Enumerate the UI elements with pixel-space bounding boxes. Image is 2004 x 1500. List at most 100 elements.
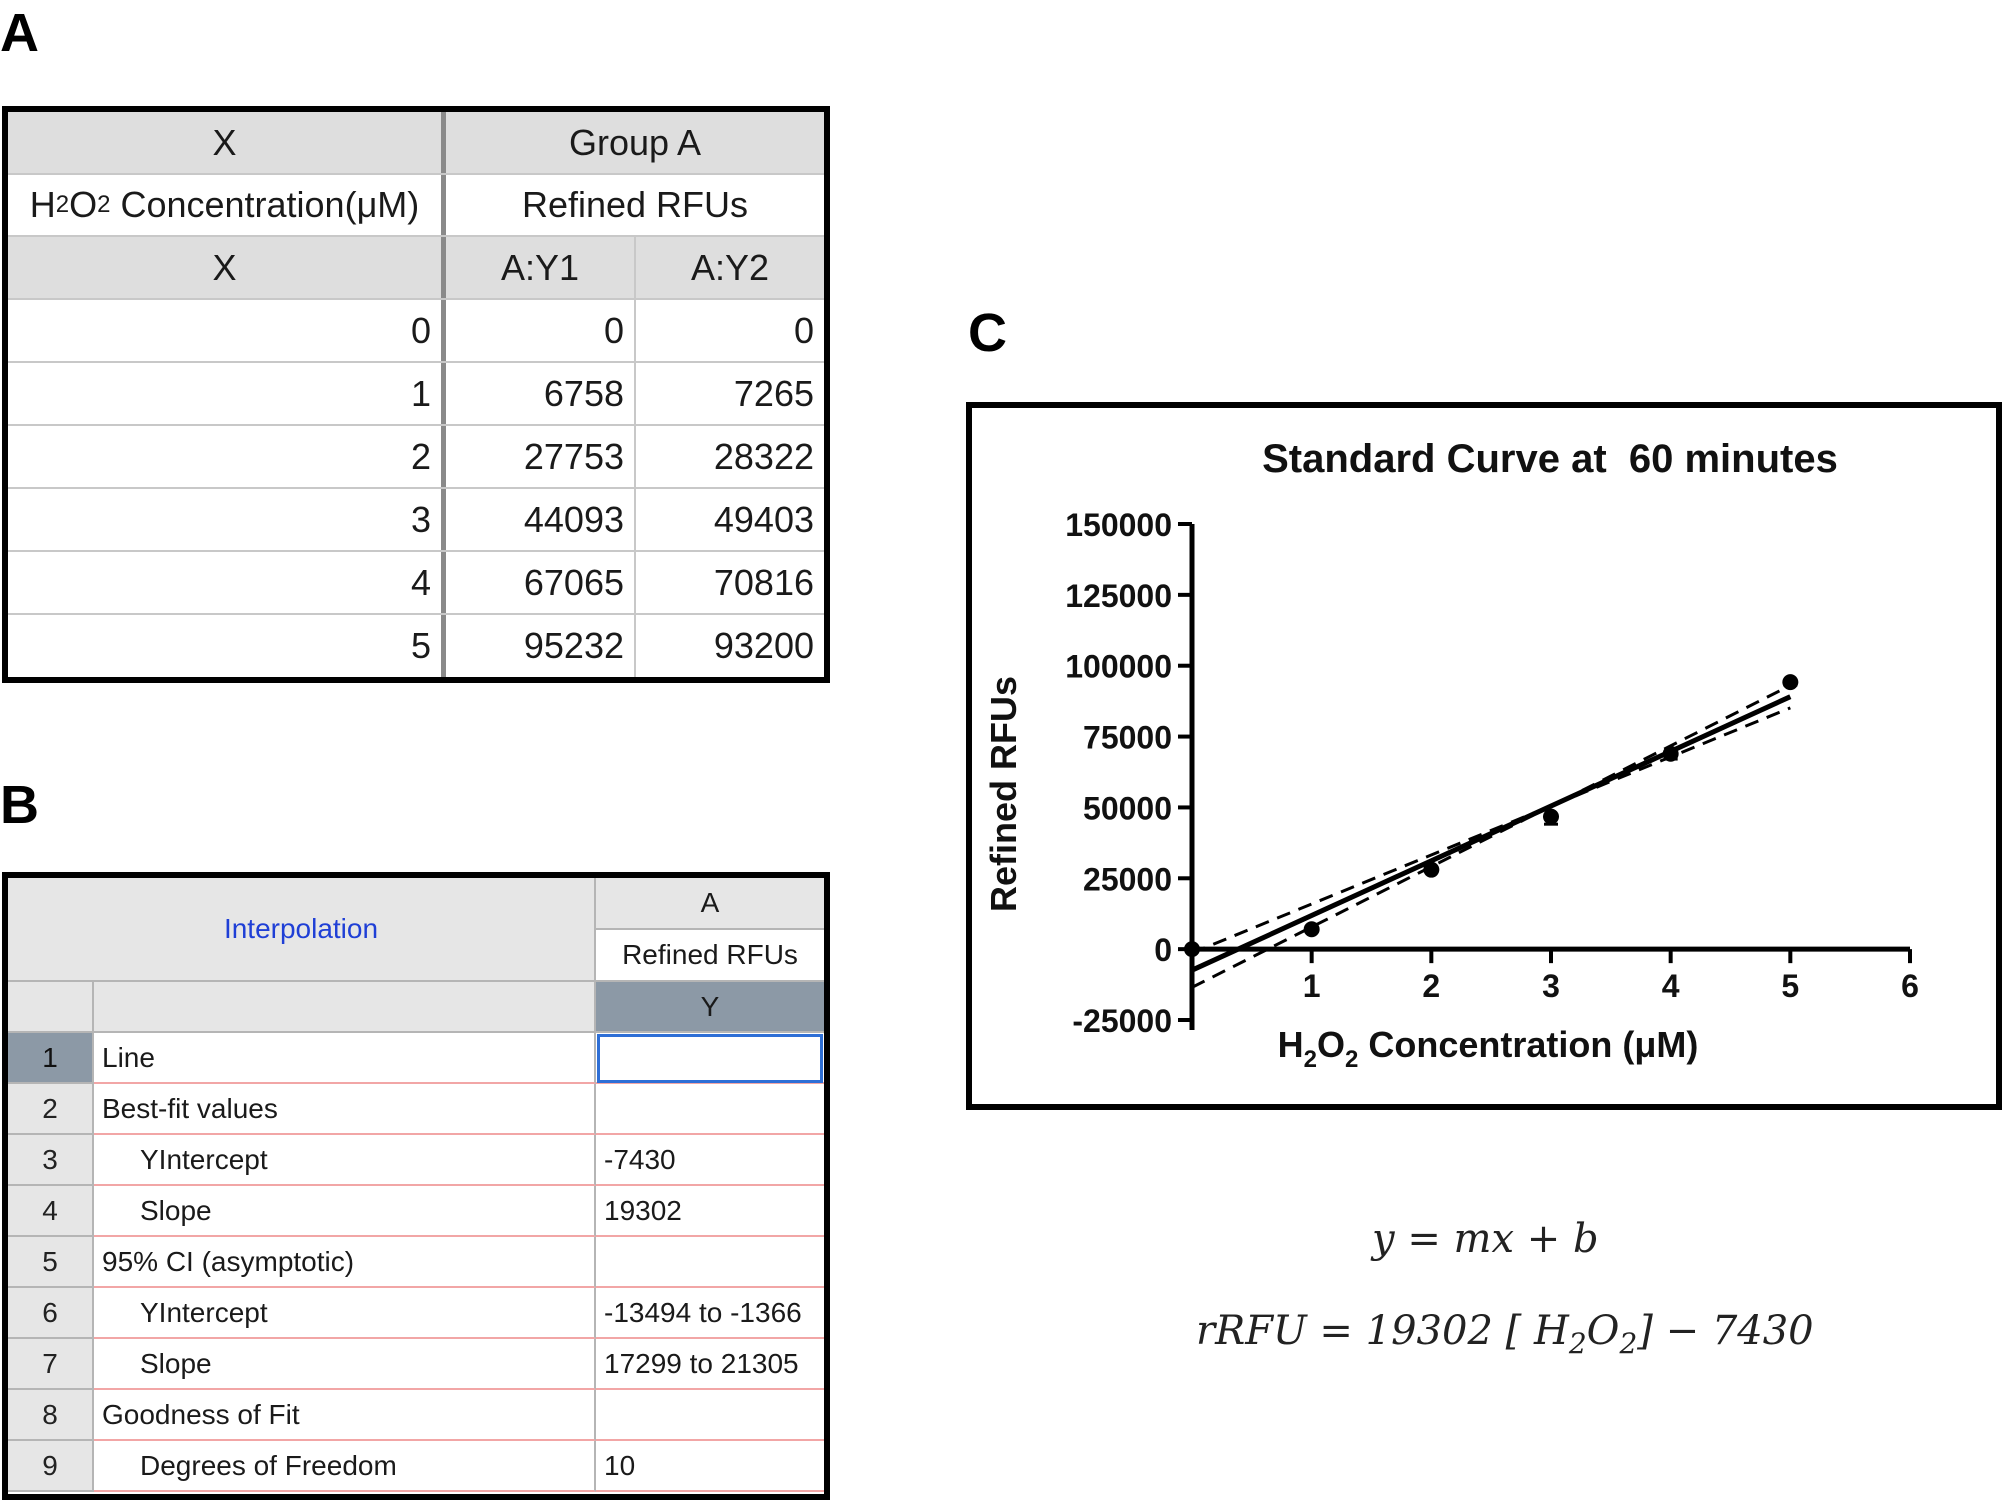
table-a-colhead-row: X A:Y1 A:Y2 xyxy=(8,237,824,300)
row-value[interactable] xyxy=(596,1084,824,1135)
title-sub-2a: 2 xyxy=(55,191,70,218)
x-tick-label: 6 xyxy=(1901,968,1919,1004)
row-number[interactable]: 2 xyxy=(8,1084,94,1135)
cell-y1[interactable]: 0 xyxy=(446,300,636,361)
title-h: H xyxy=(29,184,56,225)
xlabel-sub-2b: 2 xyxy=(1345,1046,1358,1073)
eq-prefix: rRFU = 19302 [ xyxy=(1196,1308,1522,1354)
cell-x[interactable]: 3 xyxy=(8,489,446,550)
data-point xyxy=(1184,941,1200,958)
cell-y2[interactable]: 28322 xyxy=(636,426,824,487)
cell-x[interactable]: 5 xyxy=(8,615,446,677)
cell-x[interactable]: 1 xyxy=(8,363,446,424)
row-value[interactable]: 17299 to 21305 xyxy=(596,1339,824,1390)
panel-label-a: A xyxy=(0,3,39,63)
row-label: Slope xyxy=(94,1339,596,1390)
row-value-input[interactable] xyxy=(596,1033,824,1084)
eq-h: H xyxy=(1533,1308,1569,1354)
col-header-y1[interactable]: A:Y1 xyxy=(446,237,636,298)
table-row: 0 0 0 xyxy=(8,300,824,363)
row-value[interactable] xyxy=(596,1390,824,1441)
interpolation-table: Interpolation A Refined RFUs Y 1 Line 2 … xyxy=(2,872,830,1500)
col-a-letter[interactable]: A xyxy=(596,878,824,930)
row-number[interactable]: 3 xyxy=(8,1135,94,1186)
general-equation: y = mx + b xyxy=(1372,1216,1599,1262)
row-number[interactable]: 4 xyxy=(8,1186,94,1237)
data-point xyxy=(1543,808,1559,825)
row-number[interactable]: 8 xyxy=(8,1390,94,1441)
y-tick-label: 50000 xyxy=(1083,790,1172,826)
xlabel-sub-2a: 2 xyxy=(1304,1046,1317,1073)
row-number[interactable]: 5 xyxy=(8,1237,94,1288)
cell-y1[interactable]: 95232 xyxy=(446,615,636,677)
cell-y1[interactable]: 27753 xyxy=(446,426,636,487)
col-y-header[interactable]: Y xyxy=(596,982,824,1033)
row-label: Slope xyxy=(94,1186,596,1237)
table-row: 8 Goodness of Fit xyxy=(8,1390,824,1441)
x-axis-label: H2O2 Concentration (μM) xyxy=(1278,1024,1699,1073)
ci-band-lower xyxy=(1191,684,1792,989)
x-tick-label: 3 xyxy=(1542,968,1560,1004)
row-value[interactable]: -13494 to -1366 xyxy=(596,1288,824,1339)
row-label: Best-fit values xyxy=(94,1084,596,1135)
xlabel-h: H xyxy=(1278,1024,1304,1065)
col-header-x[interactable]: X xyxy=(8,237,446,298)
cell-x[interactable]: 0 xyxy=(8,300,446,361)
chart-title: Standard Curve at 60 minutes xyxy=(1262,437,1838,481)
cell-x[interactable]: 4 xyxy=(8,552,446,613)
header-group-a[interactable]: Group A xyxy=(446,112,824,173)
group-subtitle[interactable]: Refined RFUs xyxy=(446,175,824,235)
cell-y2[interactable]: 49403 xyxy=(636,489,824,550)
eq-o: O xyxy=(1586,1308,1620,1354)
cell-y2[interactable]: 70816 xyxy=(636,552,824,613)
table-b-colhead-row: Y xyxy=(8,982,824,1033)
cell-x[interactable]: 2 xyxy=(8,426,446,487)
row-number[interactable]: 1 xyxy=(8,1033,94,1084)
cell-y2[interactable]: 7265 xyxy=(636,363,824,424)
eq-suffix: ] − 7430 xyxy=(1637,1308,1814,1354)
col-header-y2[interactable]: A:Y2 xyxy=(636,237,824,298)
cell-y2[interactable]: 0 xyxy=(636,300,824,361)
cell-y1[interactable]: 44093 xyxy=(446,489,636,550)
specific-equation: rRFU = 19302 [ H2O2] − 7430 xyxy=(1196,1308,1814,1360)
x-tick-label: 2 xyxy=(1422,968,1440,1004)
row-label: YIntercept xyxy=(94,1135,596,1186)
row-value[interactable]: -7430 xyxy=(596,1135,824,1186)
table-row: 5 95232 93200 xyxy=(8,615,824,677)
title-sub-2b: 2 xyxy=(97,191,111,218)
table-row: 6 YIntercept -13494 to -1366 xyxy=(8,1288,824,1339)
cell-y1[interactable]: 6758 xyxy=(446,363,636,424)
ci-band-upper xyxy=(1191,706,1791,955)
y-tick-label: 150000 xyxy=(1065,507,1172,543)
regression-line xyxy=(1190,694,1792,973)
label-col-header xyxy=(94,982,596,1033)
y-tick-label: 125000 xyxy=(1065,578,1172,614)
row-number[interactable]: 6 xyxy=(8,1288,94,1339)
x-tick-label: 4 xyxy=(1662,968,1680,1004)
row-label: YIntercept xyxy=(94,1288,596,1339)
row-value[interactable] xyxy=(596,1237,824,1288)
row-value[interactable]: 19302 xyxy=(596,1186,824,1237)
header-x[interactable]: X xyxy=(8,112,446,173)
table-row: 2 Best-fit values xyxy=(8,1084,824,1135)
y-tick-label: 0 xyxy=(1154,932,1172,968)
panel-label-c: C xyxy=(968,303,1007,363)
table-row: 4 Slope 19302 xyxy=(8,1186,824,1237)
cell-y1[interactable]: 67065 xyxy=(446,552,636,613)
interpolation-title[interactable]: Interpolation xyxy=(8,878,596,982)
table-row: 4 67065 70816 xyxy=(8,552,824,615)
y-tick-label: -25000 xyxy=(1072,1003,1172,1039)
col-a-subtitle[interactable]: Refined RFUs xyxy=(596,930,824,982)
row-value[interactable]: 10 xyxy=(596,1441,824,1492)
y-tick-label: 75000 xyxy=(1083,720,1172,756)
cell-y2[interactable]: 93200 xyxy=(636,615,824,677)
xlabel-rest: Concentration (μM) xyxy=(1358,1024,1698,1065)
table-row: 9 Degrees of Freedom 10 xyxy=(8,1441,824,1492)
row-label: Goodness of Fit xyxy=(94,1390,596,1441)
row-number[interactable]: 9 xyxy=(8,1441,94,1492)
table-row: 2 27753 28322 xyxy=(8,426,824,489)
table-a-header-row: X Group A xyxy=(8,112,824,175)
row-number[interactable]: 7 xyxy=(8,1339,94,1390)
